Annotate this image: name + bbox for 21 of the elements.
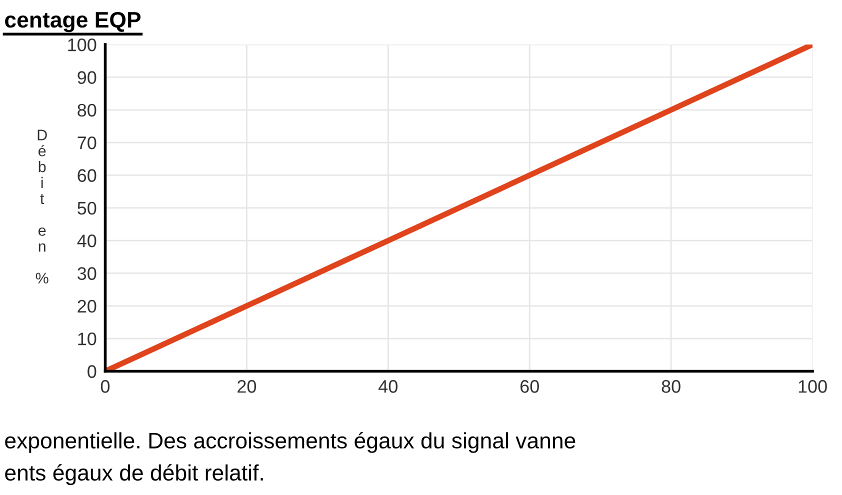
y-tick-label: 40 — [77, 234, 96, 248]
y-tick-label: 50 — [78, 202, 96, 215]
text: exponentielle. Des accroissements égaux du signal vanne — [5, 432, 576, 453]
y-tick-label: 100 — [68, 38, 96, 52]
x-tick-label: 40 — [378, 380, 398, 393]
y-tick-label: 10 — [78, 332, 96, 346]
x-tick-label: 60 — [520, 380, 539, 393]
y-tick-label: 70 — [78, 136, 96, 150]
y-tick-label: 60 — [78, 169, 96, 182]
x-tick-label: 20 — [238, 380, 256, 393]
y-tick-label: 0 — [88, 365, 96, 378]
text: centage EQP — [5, 12, 141, 32]
y-tick-label: 80 — [78, 104, 96, 117]
y-tick-label: 90 — [78, 71, 96, 84]
y-tick-label: 20 — [78, 300, 96, 313]
x-tick-label: 80 — [662, 380, 680, 393]
x-tick-label: 100 — [798, 380, 827, 393]
y-tick-label: 30 — [78, 267, 96, 280]
text: Débit en % — [36, 130, 48, 284]
text: ents égaux de débit relatif. — [5, 464, 263, 486]
x-tick-label: 0 — [100, 380, 110, 393]
